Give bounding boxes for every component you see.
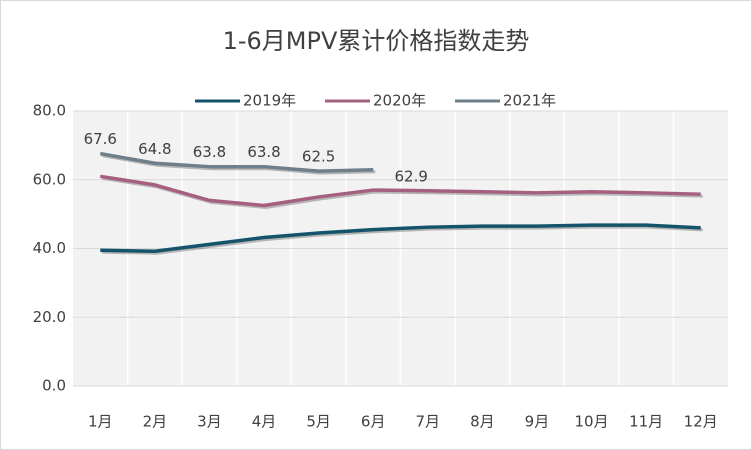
x-tick-label: 7月 [416,413,441,431]
y-tick-label: 20.0 [33,308,66,326]
y-tick-label: 40.0 [33,239,66,257]
data-label: 64.8 [138,140,171,158]
x-tick-label: 1月 [88,413,113,431]
x-tick-label: 5月 [306,413,331,431]
x-tick-label: 12月 [684,413,718,431]
x-tick-label: 9月 [525,413,550,431]
x-tick-label: 10月 [574,413,608,431]
chart-title: 1-6月MPV累计价格指数走势 [223,27,530,55]
x-tick-label: 8月 [470,413,495,431]
x-tick-label: 4月 [252,413,277,431]
series-line [100,223,701,253]
x-tick-label: 11月 [629,413,663,431]
x-tick-label: 2月 [143,413,168,431]
data-label: 62.5 [302,148,335,166]
data-label: 62.9 [395,167,428,185]
data-label: 63.8 [247,143,280,161]
x-tick-label: 6月 [361,413,386,431]
series-line [100,174,701,208]
legend-label: 2020年 [373,92,426,110]
y-tick-label: 80.0 [33,102,66,120]
x-tick-label: 3月 [197,413,222,431]
legend-label: 2021年 [503,92,556,110]
legend-label: 2019年 [243,92,296,110]
data-label: 63.8 [193,143,226,161]
series-line [99,151,374,173]
y-tick-label: 0.0 [42,377,66,395]
data-label: 67.6 [84,130,117,148]
y-tick-label: 60.0 [33,170,66,188]
series-shadow [102,225,703,255]
